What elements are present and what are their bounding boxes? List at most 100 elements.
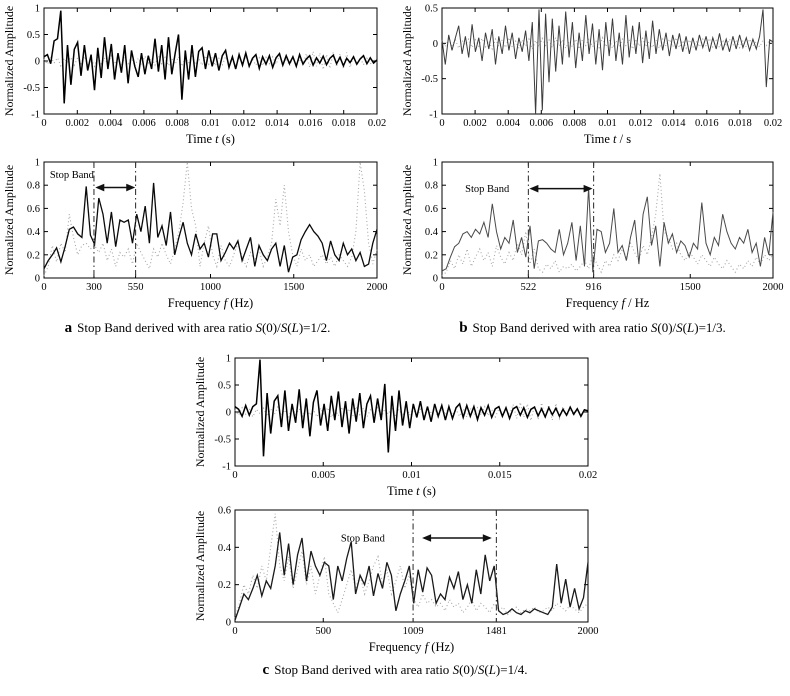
svg-text:1500: 1500 [680, 282, 701, 293]
series-filtered-signal-solid [43, 10, 378, 104]
x-axis-label: Time t (s) [186, 132, 235, 146]
stopband-label: Stop Band [50, 170, 95, 181]
svg-text:0: 0 [41, 282, 46, 293]
y-axis-label: Normalized Amplitude [400, 165, 414, 275]
svg-text:1009: 1009 [403, 626, 424, 637]
caption-c-letter: c [262, 662, 270, 678]
svg-text:1000: 1000 [200, 282, 221, 293]
caption-a-letter: a [64, 320, 73, 336]
chart-c-time-domain: 0 0.005 0.01 0.015 0.02 -1 -0.5 0 0.5 1 Time t (s)… [193, 352, 601, 500]
y-axis-label: Normalized Amplitude [193, 357, 207, 467]
series-filtered-signal-solid [234, 359, 589, 457]
chart-a-time-domain: 0 0.002 0.004 0.006 0.008 0.01 0.012 0.014 0.016… [2, 2, 390, 148]
svg-text:0.5: 0.5 [425, 4, 438, 15]
plot-c_time: 0 0.005 0.01 0.015 0.02 -1 -0.5 0 0.5 1 Time t (s)… [193, 354, 597, 499]
chart-b-frequency-spectrum: 0 522 916 1500 2000 0 0.2 0.4 0.6 0.8 1 Stop Band Fr… [400, 156, 786, 312]
arrowhead-right [583, 184, 593, 193]
caption-c: c Stop Band derived with area ratio S(0)/… [262, 662, 528, 678]
svg-text:0.016: 0.016 [695, 118, 719, 129]
svg-text:1: 1 [35, 158, 40, 169]
svg-text:0.008: 0.008 [165, 118, 189, 129]
svg-text:0.6: 0.6 [218, 506, 231, 517]
plot-c_freq: 0 500 1009 1481 2000 0 0.2 0.4 0.6 Stop Band Frequ… [193, 506, 599, 655]
svg-text:0.006: 0.006 [529, 118, 553, 129]
svg-text:0.4: 0.4 [218, 543, 232, 554]
svg-text:0: 0 [35, 274, 40, 285]
svg-text:0.004: 0.004 [99, 118, 123, 129]
x-axis-label: Time t / s [584, 132, 631, 146]
series-reference-signal-dotted [441, 36, 774, 51]
caption-b-letter: b [459, 320, 468, 336]
caption-a-text: Stop Band derived with area ratio [77, 320, 256, 335]
arrowhead-right [482, 534, 492, 542]
svg-text:550: 550 [128, 282, 144, 293]
svg-text:0.006: 0.006 [132, 118, 156, 129]
svg-text:0.2: 0.2 [425, 250, 438, 261]
svg-text:0.4: 0.4 [27, 227, 41, 238]
svg-text:0.002: 0.002 [463, 118, 487, 129]
svg-text:0.02: 0.02 [579, 470, 597, 481]
svg-text:-1: -1 [429, 110, 438, 121]
svg-text:0: 0 [41, 118, 46, 129]
svg-text:0: 0 [433, 274, 438, 285]
caption-b-text: Stop Band derived with area ratio [472, 320, 651, 335]
svg-text:1481: 1481 [486, 626, 507, 637]
series-filtered-spectrum-solid [234, 532, 589, 621]
svg-text:1: 1 [433, 158, 438, 169]
svg-text:0.2: 0.2 [218, 580, 231, 591]
svg-text:300: 300 [86, 282, 102, 293]
svg-text:0.018: 0.018 [728, 118, 752, 129]
svg-text:0.016: 0.016 [299, 118, 323, 129]
svg-text:0.002: 0.002 [65, 118, 89, 129]
svg-text:-1: -1 [31, 110, 40, 121]
svg-text:0.012: 0.012 [629, 118, 653, 129]
svg-text:0: 0 [226, 618, 231, 629]
svg-text:0.004: 0.004 [496, 118, 520, 129]
svg-text:916: 916 [586, 282, 602, 293]
caption-b: b Stop Band derived with area ratio S(0)/… [459, 320, 726, 336]
svg-text:0.005: 0.005 [311, 470, 335, 481]
chart-b-time-domain: 0 0.002 0.004 0.006 0.008 0.01 0.012 0.014 0.016… [400, 2, 786, 148]
svg-text:0.014: 0.014 [265, 118, 289, 129]
x-axis-label: Frequency f / Hz [566, 296, 650, 310]
svg-text:0.5: 0.5 [218, 381, 231, 392]
x-axis-label: Frequency f (Hz) [168, 296, 253, 310]
svg-text:-0.5: -0.5 [23, 83, 40, 94]
caption-a: a Stop Band derived with area ratio S(0)/… [64, 320, 331, 336]
series-filtered-signal-solid [441, 9, 774, 115]
plot-b_freq: 0 522 916 1500 2000 0 0.2 0.4 0.6 0.8 1 Stop Band Fr… [400, 158, 784, 311]
svg-text:-1: -1 [222, 462, 231, 473]
svg-text:0.2: 0.2 [27, 250, 40, 261]
svg-text:0.014: 0.014 [662, 118, 686, 129]
svg-text:1: 1 [35, 4, 40, 15]
svg-text:0: 0 [232, 626, 237, 637]
svg-text:0.015: 0.015 [488, 470, 512, 481]
svg-text:0.012: 0.012 [232, 118, 256, 129]
arrowhead-left [422, 534, 432, 542]
svg-text:-0.5: -0.5 [421, 74, 438, 85]
svg-text:0.01: 0.01 [598, 118, 616, 129]
svg-text:0.5: 0.5 [27, 30, 40, 41]
y-axis-label: Normalized Amplitude [400, 6, 414, 116]
svg-text:522: 522 [521, 282, 537, 293]
arrowhead-right [126, 183, 136, 192]
series-filtered-spectrum-solid [43, 182, 378, 273]
plot-a_time: 0 0.002 0.004 0.006 0.008 0.01 0.012 0.014 0.016… [2, 4, 386, 147]
stopband-label: Stop Band [465, 184, 510, 195]
svg-text:0.8: 0.8 [425, 181, 438, 192]
series-reference-spectrum-dotted [43, 161, 378, 276]
svg-text:0: 0 [232, 470, 237, 481]
x-axis-label: Frequency f (Hz) [369, 640, 454, 654]
stopband-label: Stop Band [341, 534, 386, 545]
svg-text:0.018: 0.018 [332, 118, 356, 129]
y-axis-label: Normalized Amplitude [2, 165, 16, 275]
series-filtered-spectrum-solid [441, 187, 774, 273]
caption-c-text: Stop Band derived with area ratio [274, 662, 453, 677]
svg-text:0.008: 0.008 [563, 118, 587, 129]
svg-text:1500: 1500 [283, 282, 304, 293]
svg-text:0.02: 0.02 [368, 118, 386, 129]
arrowhead-left [95, 183, 105, 192]
y-axis-label: Normalized Amplitude [193, 511, 207, 621]
svg-text:0: 0 [433, 39, 438, 50]
